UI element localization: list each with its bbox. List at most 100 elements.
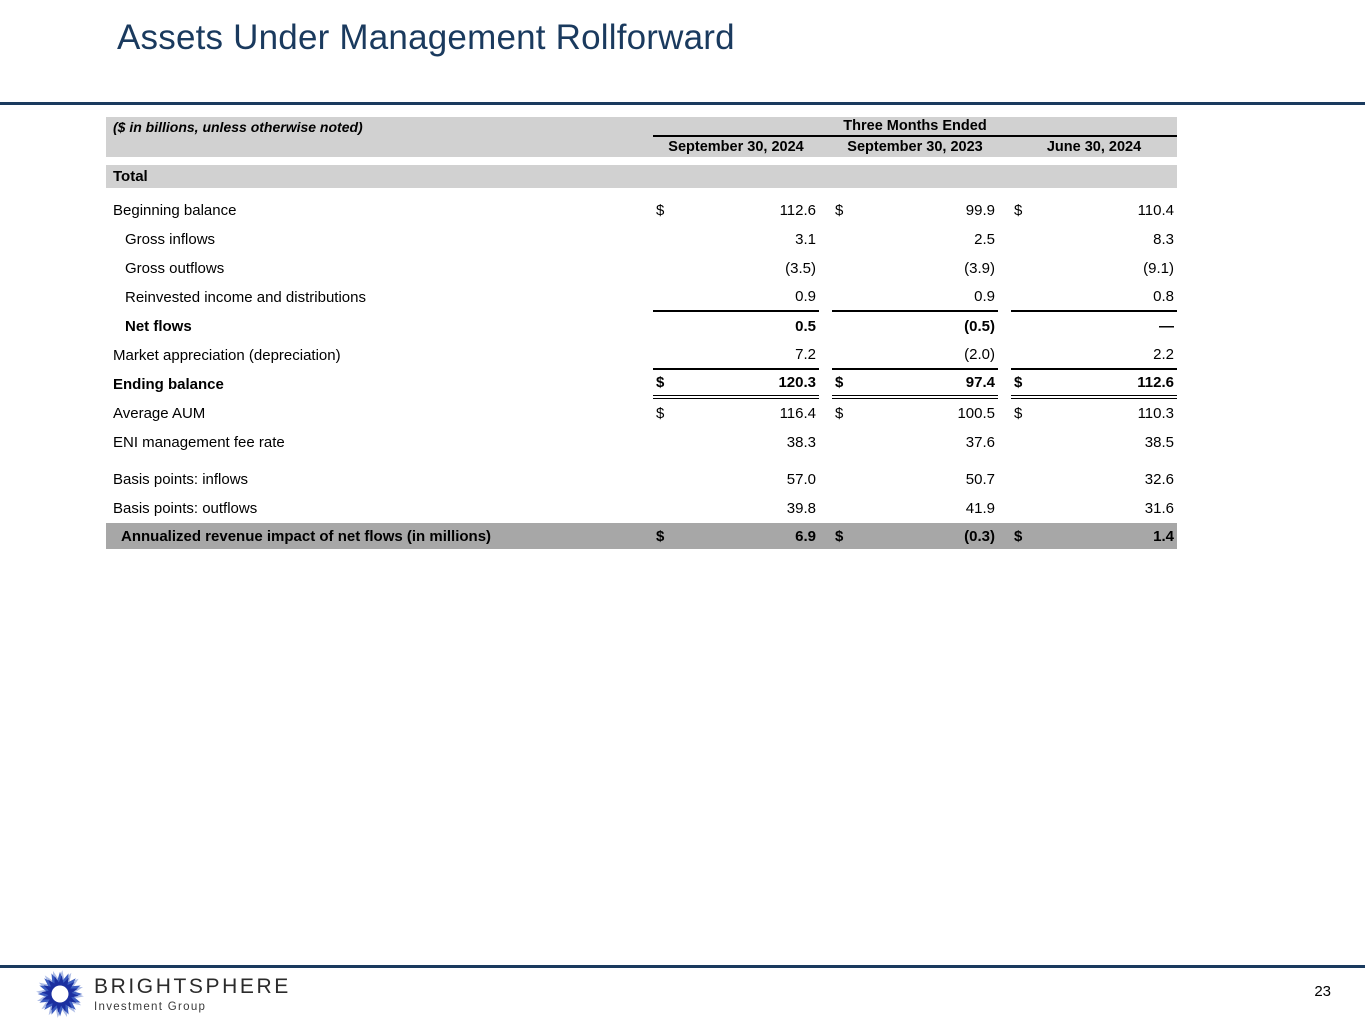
dollar-sign: $ [835,527,844,545]
row-label: Gross outflows [125,260,225,277]
table-row-gross-outflows: Gross outflows (3.5) (3.9) (9.1) [106,254,1177,283]
dollar-sign: $ [656,374,665,391]
value-cell: $99.9 [832,196,998,225]
cell-value: 100.5 [957,405,995,422]
cell-value: 39.8 [786,500,816,517]
logo-text: BRIGHTSPHERE Investment Group [94,975,291,1012]
table-body: Beginning balance $112.6 $99.9 $110.4 Gr… [106,196,1177,549]
value-cell: (3.5) [653,254,819,283]
value-cell: $ (0.3) [832,523,998,549]
value-cell: 41.9 [832,494,998,523]
table-row-gross-inflows: Gross inflows 3.1 2.5 8.3 [106,225,1177,254]
dollar-sign: $ [835,374,844,391]
column-header: June 30, 2024 [1046,139,1142,155]
value-cell: 50.7 [832,465,998,494]
table-row-annualized-revenue-impact: Annualized revenue impact of net flows (… [106,523,1177,549]
table-row-beginning-balance: Beginning balance $112.6 $99.9 $110.4 [106,196,1177,225]
value-cell: 0.9 [653,283,819,312]
value-cell: (0.5) [832,312,998,341]
value-cell: 2.5 [832,225,998,254]
table-row-average-aum: Average AUM $116.4 $100.5 $110.3 [106,399,1177,428]
starburst-logo-icon [36,970,84,1018]
row-gap [106,457,1177,465]
row-label: ENI management fee rate [113,434,285,451]
value-cell: 3.1 [653,225,819,254]
column-header: September 30, 2023 [847,139,983,155]
row-label: Annualized revenue impact of net flows (… [121,527,492,545]
cell-value: 3.1 [795,231,816,248]
cell-value: 0.9 [795,288,816,305]
value-cell: $112.6 [1011,370,1177,399]
cell-value: 8.3 [1153,231,1174,248]
value-cell: 37.6 [832,428,998,457]
value-cell: 2.2 [1011,341,1177,370]
cell-value: 112.6 [779,202,816,219]
row-label: Market appreciation (depreciation) [113,347,341,364]
table-row-ending-balance: Ending balance $120.3 $97.4 $112.6 [106,370,1177,399]
dollar-sign: $ [1014,202,1023,219]
table-header: ($ in billions, unless otherwise noted) … [106,117,1177,157]
section-header-total: Total [106,165,1177,188]
column-header: September 30, 2024 [668,139,804,155]
brightsphere-logo: BRIGHTSPHERE Investment Group [36,970,291,1018]
value-cell: 38.3 [653,428,819,457]
value-cell: 8.3 [1011,225,1177,254]
cell-value: (3.5) [785,260,816,277]
cell-value: 37.6 [965,434,995,451]
table-row-net-flows: Net flows 0.5 (0.5) — [106,312,1177,341]
cell-value: (9.1) [1143,260,1174,277]
value-cell: (3.9) [832,254,998,283]
value-cell: 0.5 [653,312,819,341]
cell-value: 110.4 [1137,202,1174,219]
cell-value: 116.4 [779,405,816,422]
title-divider [0,102,1365,105]
cell-value: 97.4 [965,374,995,391]
row-label: Net flows [125,318,192,335]
cell-value: (2.0) [964,346,995,363]
value-cell: $1.4 [1011,523,1177,549]
table-row-market-appreciation: Market appreciation (depreciation) 7.2 (… [106,341,1177,370]
value-cell: (9.1) [1011,254,1177,283]
page-title: Assets Under Management Rollforward [117,18,735,57]
row-label: Basis points: outflows [113,500,258,517]
dollar-sign: $ [835,405,844,422]
value-cell: $116.4 [653,399,819,428]
cell-value: (3.9) [964,260,995,277]
cell-value: 0.9 [974,288,995,305]
row-label: Average AUM [113,405,206,422]
row-label: Ending balance [113,376,224,393]
value-cell: $100.5 [832,399,998,428]
cell-value: 2.2 [1153,346,1174,363]
value-cell: 57.0 [653,465,819,494]
row-label: Reinvested income and distributions [125,289,366,306]
value-cell: $120.3 [653,370,819,399]
brand-subtitle: Investment Group [94,1000,207,1013]
cell-value: 0.5 [795,318,816,335]
cell-value: 50.7 [965,471,995,488]
value-cell: 7.2 [653,341,819,370]
value-cell: 32.6 [1011,465,1177,494]
row-label: Beginning balance [113,202,237,219]
cell-value: 38.5 [1144,434,1174,451]
dollar-sign: $ [656,202,665,219]
value-cell: 38.5 [1011,428,1177,457]
cell-value: — [1159,318,1174,335]
cell-value: (0.5) [964,318,995,335]
cell-value: 38.3 [786,434,816,451]
row-label: Gross inflows [125,231,216,248]
cell-value: (0.3) [964,527,995,545]
value-cell: 0.8 [1011,283,1177,312]
cell-value: 41.9 [965,500,995,517]
value-cell: 0.9 [832,283,998,312]
cell-value: 99.9 [965,202,995,219]
brand-name: BRIGHTSPHERE [94,975,291,999]
value-cell: $110.4 [1011,196,1177,225]
aum-rollforward-table: ($ in billions, unless otherwise noted) … [106,117,1177,549]
dollar-sign: $ [656,405,665,422]
value-cell: 39.8 [653,494,819,523]
cell-value: 31.6 [1144,500,1174,517]
cell-value: 0.8 [1153,288,1174,305]
value-cell: 31.6 [1011,494,1177,523]
period-header: Three Months Ended [653,117,1177,137]
value-cell: $110.3 [1011,399,1177,428]
